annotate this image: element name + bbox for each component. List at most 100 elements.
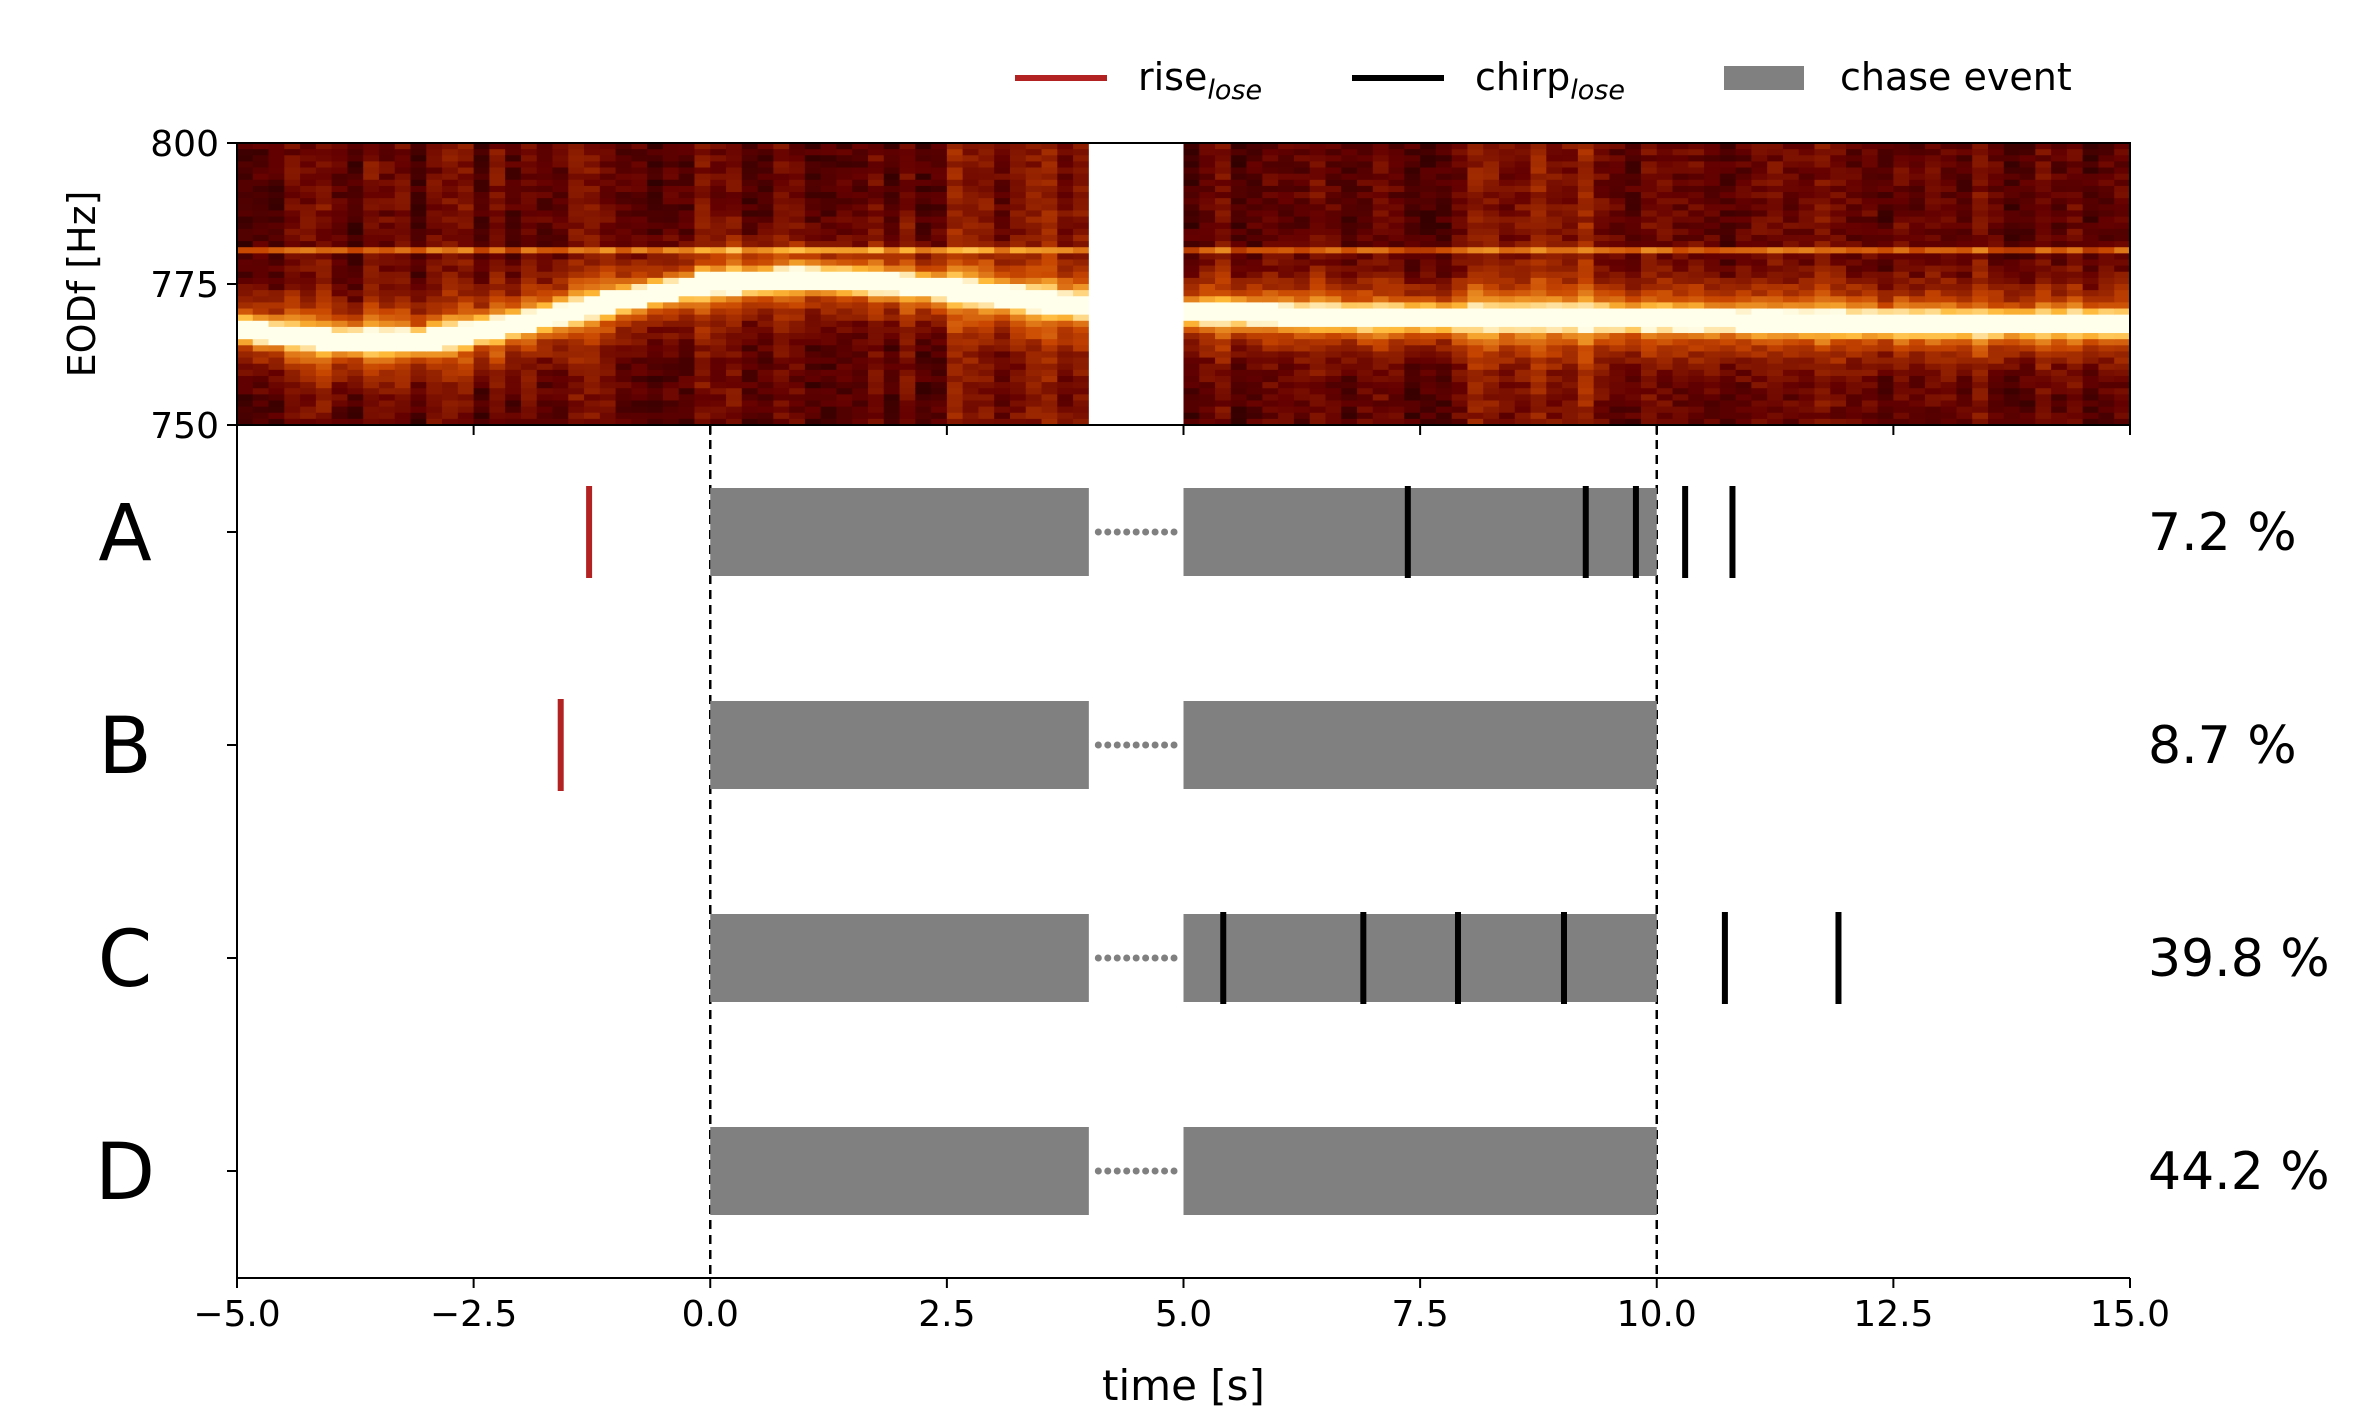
spectrogram-cell	[1010, 186, 1026, 193]
spectrogram-cell	[1467, 217, 1483, 224]
spectrogram-cell	[1373, 296, 1389, 303]
spectrogram-cell	[1341, 174, 1357, 181]
spectrogram-cell	[821, 210, 837, 217]
spectrogram-cell	[1499, 266, 1515, 273]
spectrogram-cell	[2020, 168, 2036, 175]
spectrogram-cell	[1042, 382, 1058, 389]
spectrogram-cell	[1594, 376, 1610, 383]
spectrogram-cell	[1799, 309, 1815, 316]
spectrogram-cell	[1972, 247, 1988, 254]
spectrogram-cell	[347, 370, 363, 377]
spectrogram-cell	[237, 321, 253, 328]
spectrogram-cell	[710, 253, 726, 260]
spectrogram-cell	[1594, 149, 1610, 156]
spectrogram-cell	[836, 180, 852, 187]
spectrogram-cell	[1673, 333, 1689, 340]
spectrogram-cell	[1578, 247, 1594, 254]
spectrogram-cell	[900, 315, 916, 322]
spectrogram-cell	[284, 376, 300, 383]
spectrogram-cell	[474, 235, 490, 242]
spectrogram-cell	[1641, 413, 1657, 420]
spectrogram-cell	[1988, 241, 2004, 248]
spectrogram-cell	[710, 210, 726, 217]
spectrogram-cell	[1073, 284, 1089, 291]
spectrogram-cell	[1815, 278, 1831, 285]
spectrogram-cell	[1389, 284, 1405, 291]
spectrogram-cell	[395, 345, 411, 352]
spectrogram-cell	[773, 223, 789, 230]
spectrogram-cell	[505, 198, 521, 205]
spectrogram-cell	[1862, 198, 1878, 205]
spectrogram-cell	[521, 351, 537, 358]
spectrogram-cell	[442, 235, 458, 242]
spectrogram-cell	[1215, 266, 1231, 273]
spectrogram-cell	[1215, 333, 1231, 340]
spectrogram-cell	[269, 143, 285, 150]
spectrogram-cell	[489, 388, 505, 395]
spectrogram-cell	[947, 302, 963, 309]
spectrogram-cell	[253, 351, 269, 358]
spectrogram-cell	[568, 272, 584, 279]
spectrogram-cell	[1641, 272, 1657, 279]
spectrogram-cell	[1373, 407, 1389, 414]
spectrogram-cell	[900, 186, 916, 193]
spectrogram-cell	[963, 400, 979, 407]
spectrogram-cell	[1231, 370, 1247, 377]
spectrogram-cell	[1357, 327, 1373, 334]
spectrogram-cell	[1546, 413, 1562, 420]
spectrogram-cell	[1499, 296, 1515, 303]
spectrogram-cell	[1688, 259, 1704, 266]
spectrogram-cell	[1972, 235, 1988, 242]
spectrogram-cell	[1357, 394, 1373, 401]
spectrogram-cell	[1625, 235, 1641, 242]
spectrogram-cell	[1657, 272, 1673, 279]
spectrogram-cell	[253, 204, 269, 211]
spectrogram-cell	[2020, 149, 2036, 156]
spectrogram-cell	[1688, 302, 1704, 309]
spectrogram-cell	[1972, 394, 1988, 401]
spectrogram-cell	[411, 192, 427, 199]
spectrogram-cell	[1704, 333, 1720, 340]
spectrogram-cell	[600, 376, 616, 383]
spectrogram-cell	[1057, 180, 1073, 187]
spectrogram-cell	[2004, 302, 2020, 309]
spectrogram-cell	[1531, 364, 1547, 371]
spectrogram-cell	[1341, 210, 1357, 217]
spectrogram-cell	[1278, 210, 1294, 217]
spectrogram-cell	[1042, 333, 1058, 340]
spectrogram-cell	[1531, 345, 1547, 352]
spectrogram-cell	[426, 155, 442, 162]
spectrogram-cell	[1341, 309, 1357, 316]
spectrogram-cell	[1199, 272, 1215, 279]
spectrogram-cell	[726, 247, 742, 254]
spectrogram-cell	[742, 223, 758, 230]
spectrogram-cell	[1815, 198, 1831, 205]
spectrogram-cell	[931, 400, 947, 407]
spectrogram-cell	[1010, 174, 1026, 181]
spectrogram-cell	[1184, 253, 1200, 260]
spectrogram-cell	[1467, 302, 1483, 309]
spectrogram-cell	[474, 394, 490, 401]
spectrogram-cell	[1057, 284, 1073, 291]
spectrogram-cell	[1578, 241, 1594, 248]
spectrogram-cell	[1688, 229, 1704, 236]
spectrogram-cell	[395, 235, 411, 242]
spectrogram-cell	[1436, 333, 1452, 340]
spectrogram-cell	[1736, 376, 1752, 383]
spectrogram-cell	[442, 290, 458, 297]
spectrogram-cell	[458, 345, 474, 352]
spectrogram-cell	[363, 143, 379, 150]
spectrogram-cell	[1641, 143, 1657, 150]
spectrogram-cell	[1404, 315, 1420, 322]
spectrogram-cell	[1941, 413, 1957, 420]
spectrogram-cell	[726, 155, 742, 162]
spectrogram-cell	[1578, 155, 1594, 162]
spectrogram-cell	[963, 327, 979, 334]
spectrogram-cell	[347, 168, 363, 175]
spectrogram-cell	[1452, 296, 1468, 303]
spectrogram-cell	[994, 376, 1010, 383]
spectrogram-cell	[489, 247, 505, 254]
spectrogram-cell	[1499, 351, 1515, 358]
spectrogram-cell	[284, 413, 300, 420]
spectrogram-cell	[915, 327, 931, 334]
